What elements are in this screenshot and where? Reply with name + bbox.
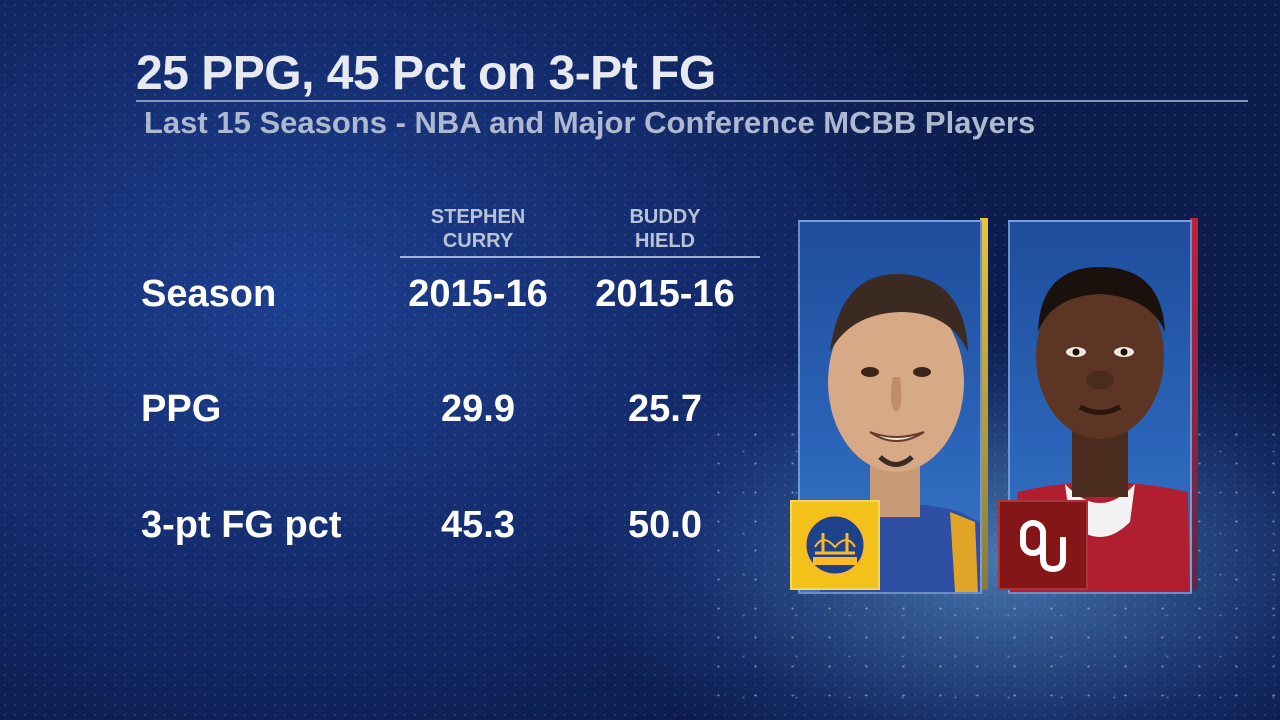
curry-card-accent: [980, 218, 988, 590]
cell-season-hield: 2015-16: [595, 273, 735, 315]
row-label-season: Season: [141, 273, 277, 315]
cell-season-curry: 2015-16: [408, 273, 548, 315]
column-header-hield: BUDDY HIELD: [575, 205, 755, 253]
title-divider: [136, 100, 1248, 102]
oklahoma-logo-icon: [998, 500, 1088, 590]
warriors-logo-icon: [790, 500, 880, 590]
row-label-ppg: PPG: [141, 388, 222, 430]
cell-ppg-curry: 29.9: [441, 388, 515, 430]
column-header-hield-first: BUDDY: [629, 206, 701, 228]
cell-ppg-hield: 25.7: [628, 388, 702, 430]
graphic-subtitle: Last 15 Seasons - NBA and Major Conferen…: [144, 105, 1036, 140]
cell-3pt-curry: 45.3: [441, 504, 515, 546]
cell-3pt-hield: 50.0: [628, 504, 702, 546]
column-header-curry-first: STEPHEN: [430, 206, 526, 228]
header-divider: [400, 256, 760, 258]
column-header-curry-last: CURRY: [442, 230, 514, 252]
row-label-3pt-pct: 3-pt FG pct: [141, 504, 342, 546]
graphic-title: 25 PPG, 45 Pct on 3-Pt FG: [136, 47, 716, 100]
hield-card-accent: [1190, 218, 1198, 590]
column-header-hield-last: HIELD: [635, 230, 695, 252]
column-header-curry: STEPHEN CURRY: [388, 205, 568, 253]
